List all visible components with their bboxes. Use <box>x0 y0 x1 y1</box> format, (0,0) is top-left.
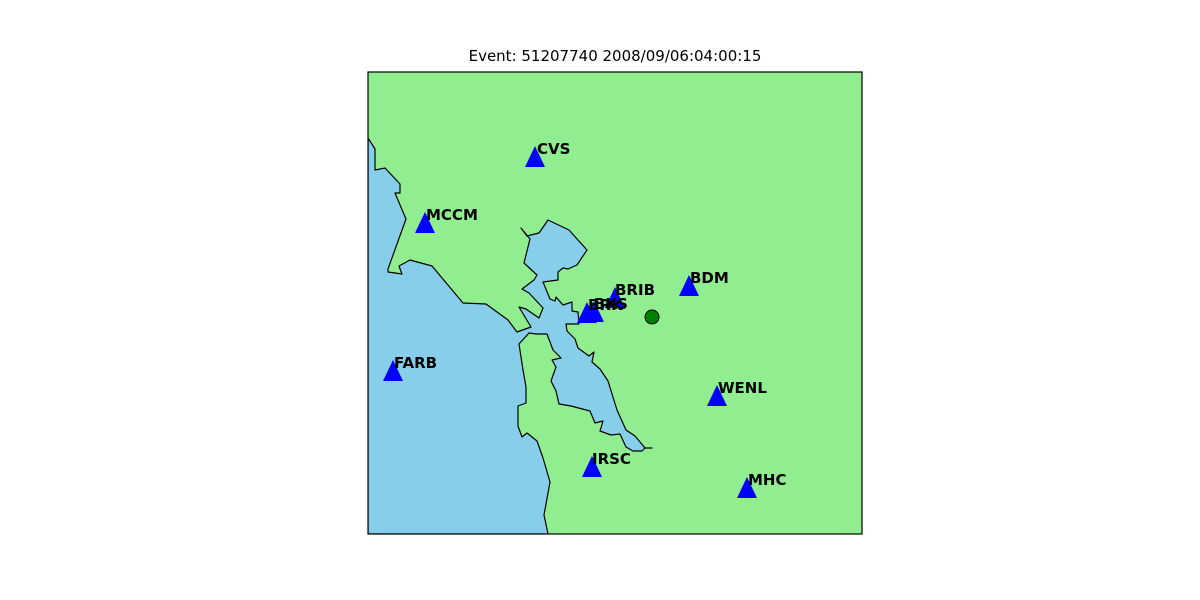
station-triangle-icon <box>582 456 602 477</box>
station-mccm[interactable]: MCCM <box>415 206 478 233</box>
station-label: BKS <box>594 295 628 313</box>
station-irsc[interactable]: IRSC <box>582 450 631 477</box>
map-title: Event: 51207740 2008/09/06:04:00:15 <box>468 47 762 65</box>
ocean-and-bay <box>368 137 653 534</box>
station-label: FARB <box>394 354 437 372</box>
station-label: MCCM <box>426 206 478 224</box>
station-label: WENL <box>718 379 767 397</box>
station-label: IRSC <box>592 450 631 468</box>
station-triangle-icon <box>383 360 403 381</box>
station-triangle-icon <box>525 146 545 167</box>
event-epicenter-circle[interactable] <box>644 309 660 325</box>
station-brib[interactable]: BRIB <box>605 281 655 308</box>
station-label: BRIB <box>615 281 655 299</box>
station-label: MHC <box>748 471 787 489</box>
station-mhc[interactable]: MHC <box>737 471 787 498</box>
station-farb[interactable]: FARB <box>383 354 437 381</box>
station-triangle-icon <box>577 302 597 323</box>
station-brk[interactable]: BRK <box>577 296 624 323</box>
station-label: BRK <box>588 296 624 314</box>
station-label: BDM <box>690 269 729 287</box>
station-bdm[interactable]: BDM <box>679 269 729 296</box>
map-frame <box>367 71 863 535</box>
station-triangle-icon <box>737 477 757 498</box>
station-triangle-icon <box>605 287 625 308</box>
station-triangle-icon <box>415 212 435 233</box>
station-cvs[interactable]: CVS <box>525 140 570 167</box>
station-label: CVS <box>537 140 570 158</box>
station-wenl[interactable]: WENL <box>707 379 767 406</box>
station-triangle-icon <box>707 385 727 406</box>
station-triangle-icon <box>679 275 699 296</box>
